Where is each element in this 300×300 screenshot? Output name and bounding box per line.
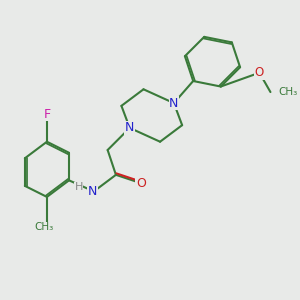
Text: CH₃: CH₃ xyxy=(34,222,54,232)
Text: O: O xyxy=(255,66,264,79)
Text: O: O xyxy=(136,177,146,190)
Text: N: N xyxy=(125,122,134,134)
Text: H: H xyxy=(74,182,83,192)
Text: N: N xyxy=(88,185,97,198)
Text: N: N xyxy=(169,97,178,110)
Text: F: F xyxy=(44,108,50,121)
Text: CH₃: CH₃ xyxy=(279,87,298,97)
